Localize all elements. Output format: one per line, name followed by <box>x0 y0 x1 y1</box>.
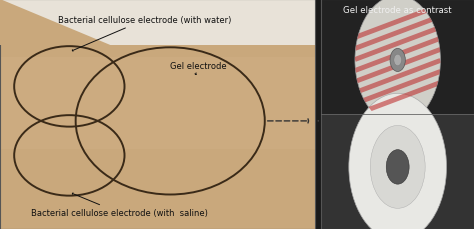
Circle shape <box>355 0 440 125</box>
Text: Bacterial cellulose electrode (with  saline): Bacterial cellulose electrode (with sali… <box>31 193 208 218</box>
Bar <box>0 0 315 46</box>
Bar <box>0 57 315 149</box>
Bar <box>321 114 474 229</box>
Text: Gel electrode: Gel electrode <box>170 62 227 75</box>
Circle shape <box>394 55 401 66</box>
Circle shape <box>386 150 409 184</box>
Text: Bacterial cellulose electrode (with water): Bacterial cellulose electrode (with wate… <box>58 16 232 52</box>
Bar <box>321 0 474 114</box>
Text: Gel electrode as contrast: Gel electrode as contrast <box>343 6 452 15</box>
Polygon shape <box>0 0 110 46</box>
Circle shape <box>390 49 405 72</box>
Circle shape <box>349 94 447 229</box>
Circle shape <box>370 126 425 208</box>
